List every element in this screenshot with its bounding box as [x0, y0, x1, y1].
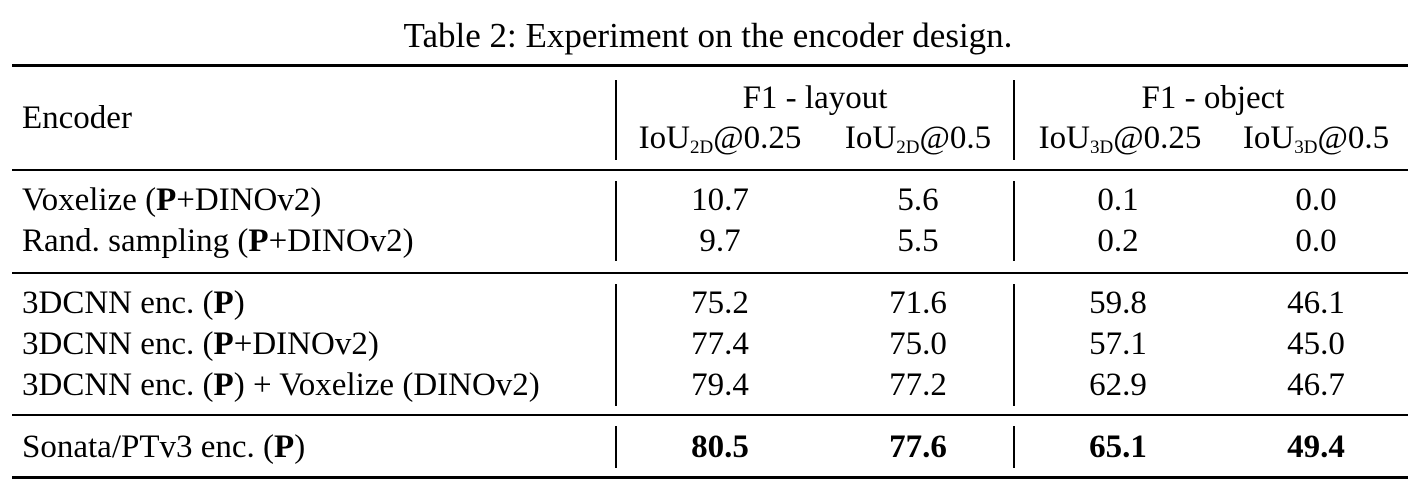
table-cell: 0.1 — [1097, 182, 1139, 218]
table-cell: 59.8 — [1089, 285, 1147, 321]
col-separator — [615, 284, 617, 406]
table-cell: 75.2 — [691, 285, 749, 321]
row-label-3dcnn-voxelize: 3DCNN enc. (P) + Voxelize (DINOv2) — [22, 367, 540, 403]
bottom-rule — [12, 476, 1408, 479]
col-separator — [1013, 181, 1015, 261]
table-cell: 9.7 — [699, 223, 741, 259]
col-separator — [615, 426, 617, 468]
table-cell: 45.0 — [1287, 326, 1345, 362]
header-col-iou3d-025: IoU3D@0.25 — [1038, 120, 1202, 158]
table-cell: 10.7 — [691, 182, 749, 218]
table-cell: 0.0 — [1295, 182, 1337, 218]
header-col-iou3d-05: IoU3D@0.5 — [1242, 120, 1390, 158]
row-label-rand-sampling: Rand. sampling (P+DINOv2) — [22, 223, 414, 259]
table-cell: 77.2 — [889, 367, 947, 403]
table-cell: 57.1 — [1089, 326, 1147, 362]
row-label-3dcnn-p-dinov2: 3DCNN enc. (P+DINOv2) — [22, 326, 379, 362]
table-cell: 79.4 — [691, 367, 749, 403]
table-cell: 5.5 — [897, 223, 939, 259]
header-encoder: Encoder — [22, 100, 132, 136]
row-label-3dcnn-p: 3DCNN enc. (P) — [22, 285, 245, 321]
table-cell: 5.6 — [897, 182, 939, 218]
header-col-iou2d-05: IoU2D@0.5 — [844, 120, 992, 158]
table-cell: 46.1 — [1287, 285, 1345, 321]
table-cell: 0.0 — [1295, 223, 1337, 259]
group-rule-2 — [12, 414, 1408, 416]
header-group-object: F1 - object — [1141, 80, 1285, 116]
table-cell: 75.0 — [889, 326, 947, 362]
col-separator — [1013, 80, 1015, 160]
row-label-voxelize: Voxelize (P+DINOv2) — [22, 182, 322, 218]
table-cell-best: 80.5 — [691, 429, 749, 465]
group-rule-1 — [12, 272, 1408, 274]
table-cell: 46.7 — [1287, 367, 1345, 403]
table-cell-best: 65.1 — [1089, 429, 1147, 465]
col-separator — [1013, 284, 1015, 406]
table-cell-best: 77.6 — [889, 429, 947, 465]
table-cell: 71.6 — [889, 285, 947, 321]
col-separator — [1013, 426, 1015, 468]
header-rule — [12, 169, 1408, 171]
col-separator — [615, 80, 617, 160]
table-cell: 62.9 — [1089, 367, 1147, 403]
table-cell: 77.4 — [691, 326, 749, 362]
row-label-sonata: Sonata/PTv3 enc. (P) — [22, 429, 306, 465]
header-group-layout: F1 - layout — [742, 80, 888, 116]
table-cell: 0.2 — [1097, 223, 1139, 259]
header-col-iou2d-025: IoU2D@0.25 — [638, 120, 802, 158]
top-rule — [12, 64, 1408, 67]
table-cell-best: 49.4 — [1287, 429, 1345, 465]
table-caption: Table 2: Experiment on the encoder desig… — [403, 16, 1013, 55]
col-separator — [615, 181, 617, 261]
